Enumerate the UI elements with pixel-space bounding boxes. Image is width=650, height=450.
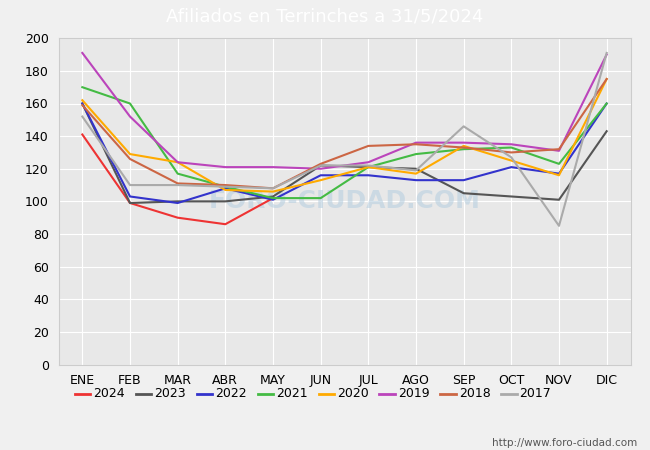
Text: 2020: 2020 [337,387,369,400]
Text: 2024: 2024 [93,387,125,400]
Text: FORO-CIUDAD.COM: FORO-CIUDAD.COM [209,189,480,213]
Text: 2023: 2023 [154,387,186,400]
Text: http://www.foro-ciudad.com: http://www.foro-ciudad.com [492,438,637,448]
Text: 2017: 2017 [519,387,551,400]
Text: 2018: 2018 [459,387,490,400]
Text: Afiliados en Terrinches a 31/5/2024: Afiliados en Terrinches a 31/5/2024 [166,8,484,26]
Text: 2019: 2019 [398,387,430,400]
Text: 2022: 2022 [215,387,246,400]
Text: 2021: 2021 [276,387,307,400]
